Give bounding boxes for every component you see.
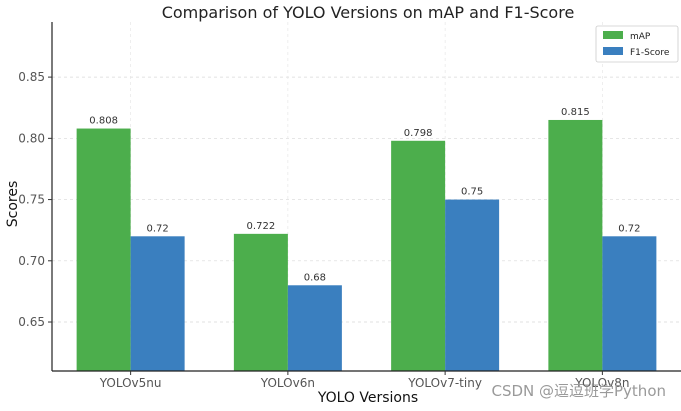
watermark: CSDN @逗逗班学Python <box>491 382 666 400</box>
bar-f1-score <box>287 285 342 371</box>
bar-map <box>233 233 288 371</box>
chart-title: Comparison of YOLO Versions on mAP and F… <box>162 3 575 22</box>
y-tick-label: 0.65 <box>18 315 45 329</box>
x-ticks: YOLOv5nu YOLOv6n YOLOv7-tiny YOLOv8n <box>99 371 629 390</box>
bar-labels: 0.808 0.72 0.722 0.68 0.798 0.75 0.815 0.72 <box>89 107 640 283</box>
y-tick-label: 0.70 <box>18 254 45 268</box>
bar-map <box>76 128 131 371</box>
legend-swatch <box>603 31 623 39</box>
x-tick-label: YOLOv5nu <box>99 376 162 390</box>
y-tick-label: 0.75 <box>18 193 45 207</box>
y-tick-label: 0.80 <box>18 131 45 145</box>
legend-label: F1-Score <box>630 48 670 58</box>
bar-value-label: 0.722 <box>247 221 276 232</box>
bar-map <box>391 140 446 371</box>
legend-label: mAP <box>630 32 651 42</box>
legend: mAP F1-Score <box>595 25 679 63</box>
x-tick-label: YOLOv7-tiny <box>407 376 482 390</box>
bar-value-label: 0.72 <box>146 223 168 234</box>
bars <box>76 119 657 372</box>
bar-f1-score <box>602 236 657 371</box>
x-tick-label: YOLOv8n <box>574 376 629 390</box>
y-tick-label: 0.85 <box>18 70 45 84</box>
bar-value-label: 0.808 <box>89 116 118 127</box>
bar-f1-score <box>130 236 185 371</box>
bar-f1-score <box>445 199 500 371</box>
y-ticks: 0.65 0.70 0.75 0.80 0.85 <box>18 70 52 329</box>
x-axis-label: YOLO Versions <box>317 390 418 406</box>
bar-map <box>548 119 603 372</box>
bar-value-label: 0.75 <box>461 187 483 198</box>
x-tick-label: YOLOv6n <box>260 376 315 390</box>
bar-value-label: 0.798 <box>404 128 433 139</box>
bar-value-label: 0.72 <box>618 223 640 234</box>
y-axis-label: Scores <box>5 181 21 228</box>
bar-value-label: 0.68 <box>304 272 326 283</box>
axes <box>51 22 681 372</box>
bar-value-label: 0.815 <box>561 107 590 118</box>
legend-swatch <box>603 47 623 55</box>
